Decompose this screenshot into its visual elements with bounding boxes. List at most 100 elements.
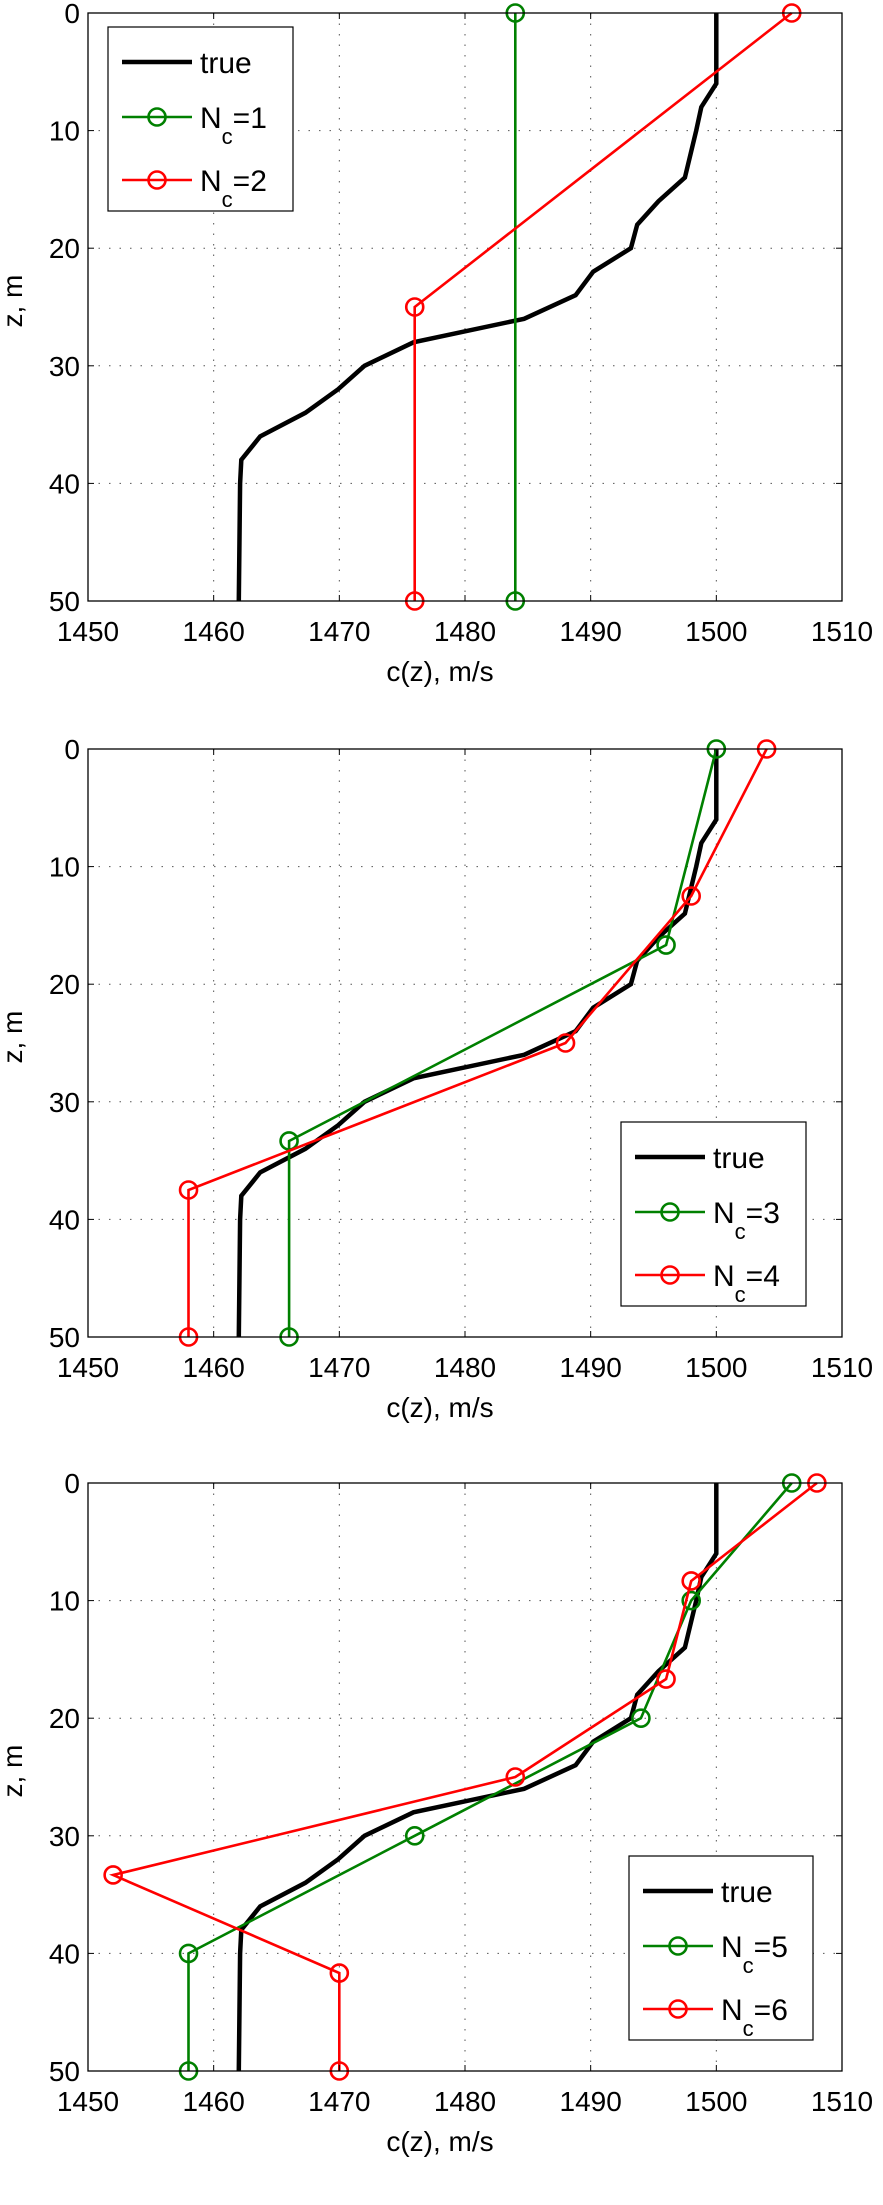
legend-label: Nc=2 [200,165,267,212]
legend-entry: Nc=2 [122,165,267,212]
x-axis-label: c(z), m/s [386,1392,493,1423]
y-tick-label: 30 [49,1821,80,1852]
legend-marker-swatch [668,1936,688,1956]
x-tick-label: 1480 [434,616,496,647]
y-tick-label: 40 [49,468,80,499]
x-axis-label: c(z), m/s [386,656,493,687]
y-tick-label: 0 [64,1470,80,1499]
legend-marker-swatch [660,1265,680,1285]
x-tick-label: 1450 [57,1352,119,1383]
legend: true Nc=5 Nc=6 [628,1855,814,2041]
data-point-marker [404,297,425,317]
y-tick-label: 10 [49,116,80,147]
x-tick-label: 1510 [811,616,873,647]
y-tick-label: 50 [49,1322,80,1353]
data-point-marker [505,1767,526,1787]
x-tick-label: 1450 [57,2086,119,2117]
x-tick-label: 1470 [308,1352,370,1383]
legend-label: Nc=3 [713,1197,780,1244]
x-tick-label: 1500 [685,2086,747,2117]
y-tick-label: 50 [49,586,80,617]
legend-label: Nc=1 [200,102,267,149]
series-line-n-c-5 [187,1482,793,2071]
x-tick-label: 1460 [183,1352,245,1383]
legend: true Nc=3 Nc=4 [620,1121,807,1307]
chart-svg: 1450 1460 1470 1480 1490 1500 1510 0 10 20 30 40 50 c… [0,1470,873,2157]
chart-panel-1: 1450 1460 1470 1480 1490 1500 1510 0 10 20 30 40 50 c… [0,0,883,735]
y-tick-label: 0 [64,736,80,765]
legend-label: Nc=5 [721,1931,788,1978]
legend-marker-swatch [147,107,167,127]
data-point-marker [555,1033,576,1053]
series-line-n-c-6 [109,1481,818,2071]
x-tick-label: 1490 [560,2086,622,2117]
legend-entry: true [635,1142,765,1175]
data-point-marker [178,1943,199,1964]
series-line-n-c-3 [287,748,718,1337]
data-point-marker [103,1865,123,1885]
y-tick-label: 10 [49,1586,80,1617]
legend-marker-swatch [668,1999,688,2019]
legend: true Nc=1 Nc=2 [107,26,294,212]
data-point-marker [681,1571,702,1591]
legend-entry: Nc=3 [635,1197,780,1244]
series-line-true [236,1483,719,2072]
data-point-marker [681,886,702,906]
legend-label: true [721,1876,773,1909]
y-tick-label: 20 [49,969,80,1000]
legend-label: Nc=4 [713,1260,780,1307]
legend-label: Nc=6 [721,1994,788,2041]
y-tick-label: 0 [64,0,80,29]
y-tick-label: 10 [49,852,80,883]
x-tick-label: 1470 [308,616,370,647]
legend-entry: true [643,1876,773,1909]
x-tick-label: 1460 [183,616,245,647]
legend-box [107,26,294,212]
series-line-n-c-4 [187,748,768,1337]
data-point-marker [656,935,676,955]
x-tick-label: 1470 [308,2086,370,2117]
x-axis-label: c(z), m/s [386,2126,493,2157]
y-tick-label: 30 [49,1087,80,1118]
legend-marker-swatch [147,170,167,190]
y-axis-label: z, m [0,1011,28,1064]
y-tick-label: 40 [49,1938,80,1969]
series-line-true [236,13,719,602]
x-tick-label: 1490 [560,616,622,647]
data-point-marker [656,1669,676,1689]
x-tick-label: 1450 [57,616,119,647]
legend-entry: Nc=4 [635,1260,780,1307]
series-line-n-c-2 [413,11,793,601]
x-tick-label: 1500 [685,616,747,647]
legend-entry: Nc=5 [643,1931,788,1978]
y-tick-label: 50 [49,2056,80,2087]
data-point-marker [404,1825,425,1846]
legend-entry: Nc=6 [643,1994,788,2041]
x-tick-label: 1480 [434,1352,496,1383]
x-tick-label: 1490 [560,1352,622,1383]
data-point-marker [178,1180,199,1200]
y-tick-label: 30 [49,351,80,382]
legend-marker-swatch [660,1202,680,1222]
legend-label: true [200,47,252,80]
legend-entry: Nc=1 [122,102,267,149]
chart-svg: 1450 1460 1470 1480 1490 1500 1510 0 10 20 30 40 50 c… [0,736,873,1423]
x-tick-label: 1500 [685,1352,747,1383]
x-tick-label: 1480 [434,2086,496,2117]
data-point-marker [329,1963,350,1983]
y-tick-label: 40 [49,1204,80,1235]
y-tick-label: 20 [49,233,80,264]
chart-svg: 1450 1460 1470 1480 1490 1500 1510 0 10 20 30 40 50 c… [0,0,873,687]
legend-label: true [713,1142,765,1175]
y-axis-label: z, m [0,275,28,328]
legend-entry: true [122,47,252,80]
x-tick-label: 1460 [183,2086,245,2117]
chart-panel-3: 1450 1460 1470 1480 1490 1500 1510 0 10 20 30 40 50 c… [0,1470,883,2205]
chart-panel-2: 1450 1460 1470 1480 1490 1500 1510 0 10 20 30 40 50 c… [0,736,883,1471]
x-tick-label: 1510 [811,2086,873,2117]
data-point-marker [681,1590,702,1611]
x-tick-label: 1510 [811,1352,873,1383]
y-tick-label: 20 [49,1703,80,1734]
y-axis-label: z, m [0,1745,28,1798]
data-point-marker [631,1708,651,1728]
